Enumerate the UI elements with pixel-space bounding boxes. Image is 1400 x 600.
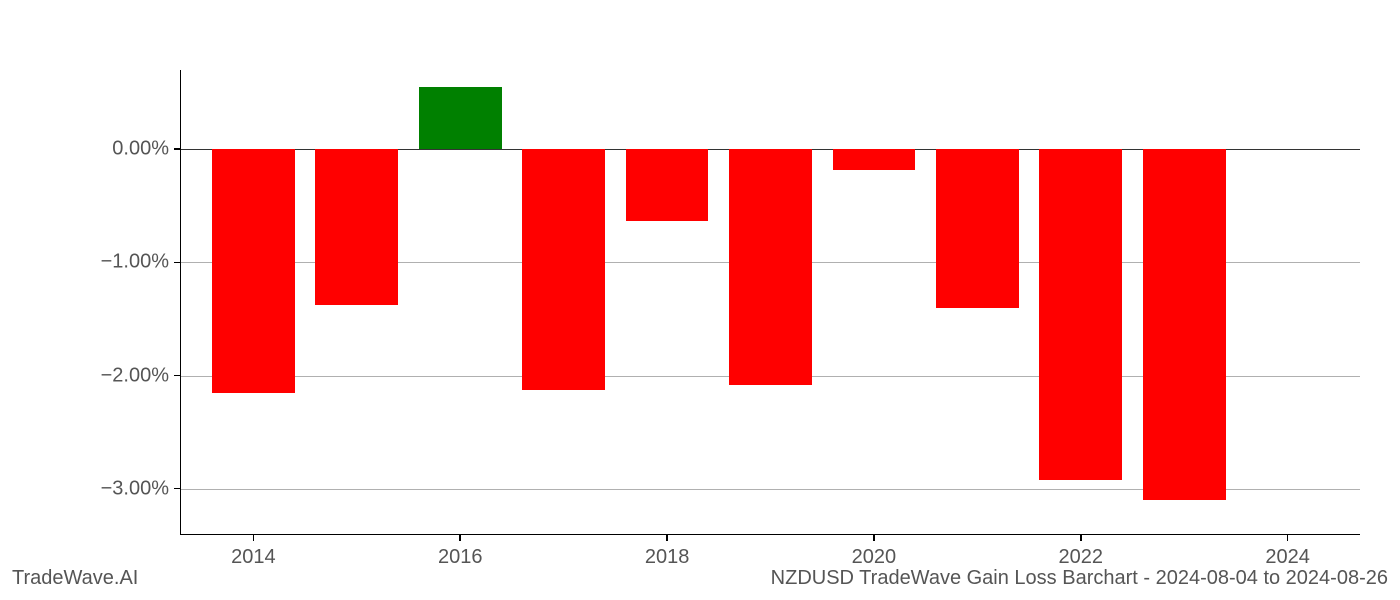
x-axis-label: 2024 — [1265, 546, 1310, 569]
bar — [522, 149, 605, 390]
x-axis-label: 2014 — [231, 546, 276, 569]
bar — [315, 149, 398, 305]
footer-brand: TradeWave.AI — [12, 567, 138, 590]
bar — [729, 149, 812, 384]
x-axis-label: 2020 — [852, 546, 897, 569]
x-tick-mark — [459, 534, 461, 541]
y-axis-label: 0.00% — [112, 138, 169, 161]
bar — [936, 149, 1019, 307]
y-axis-label: −1.00% — [101, 251, 169, 274]
x-tick-mark — [873, 534, 875, 541]
bar — [626, 149, 709, 220]
bar — [419, 87, 502, 149]
y-tick-mark — [174, 488, 181, 490]
plot-area: 0.00%−1.00%−2.00%−3.00%20142016201820202… — [180, 70, 1360, 535]
bar — [212, 149, 295, 392]
x-tick-mark — [253, 534, 255, 541]
y-axis-label: −3.00% — [101, 477, 169, 500]
bar — [833, 149, 916, 169]
x-axis-label: 2018 — [645, 546, 690, 569]
chart-container: 0.00%−1.00%−2.00%−3.00%20142016201820202… — [180, 70, 1360, 535]
x-axis-label: 2022 — [1059, 546, 1104, 569]
x-tick-mark — [666, 534, 668, 541]
x-axis-label: 2016 — [438, 546, 483, 569]
y-tick-mark — [174, 262, 181, 264]
y-axis-label: −2.00% — [101, 364, 169, 387]
footer-caption: NZDUSD TradeWave Gain Loss Barchart - 20… — [771, 567, 1388, 590]
x-tick-mark — [1287, 534, 1289, 541]
bar — [1143, 149, 1226, 500]
bar — [1039, 149, 1122, 479]
x-tick-mark — [1080, 534, 1082, 541]
y-tick-mark — [174, 375, 181, 377]
y-tick-mark — [174, 148, 181, 150]
